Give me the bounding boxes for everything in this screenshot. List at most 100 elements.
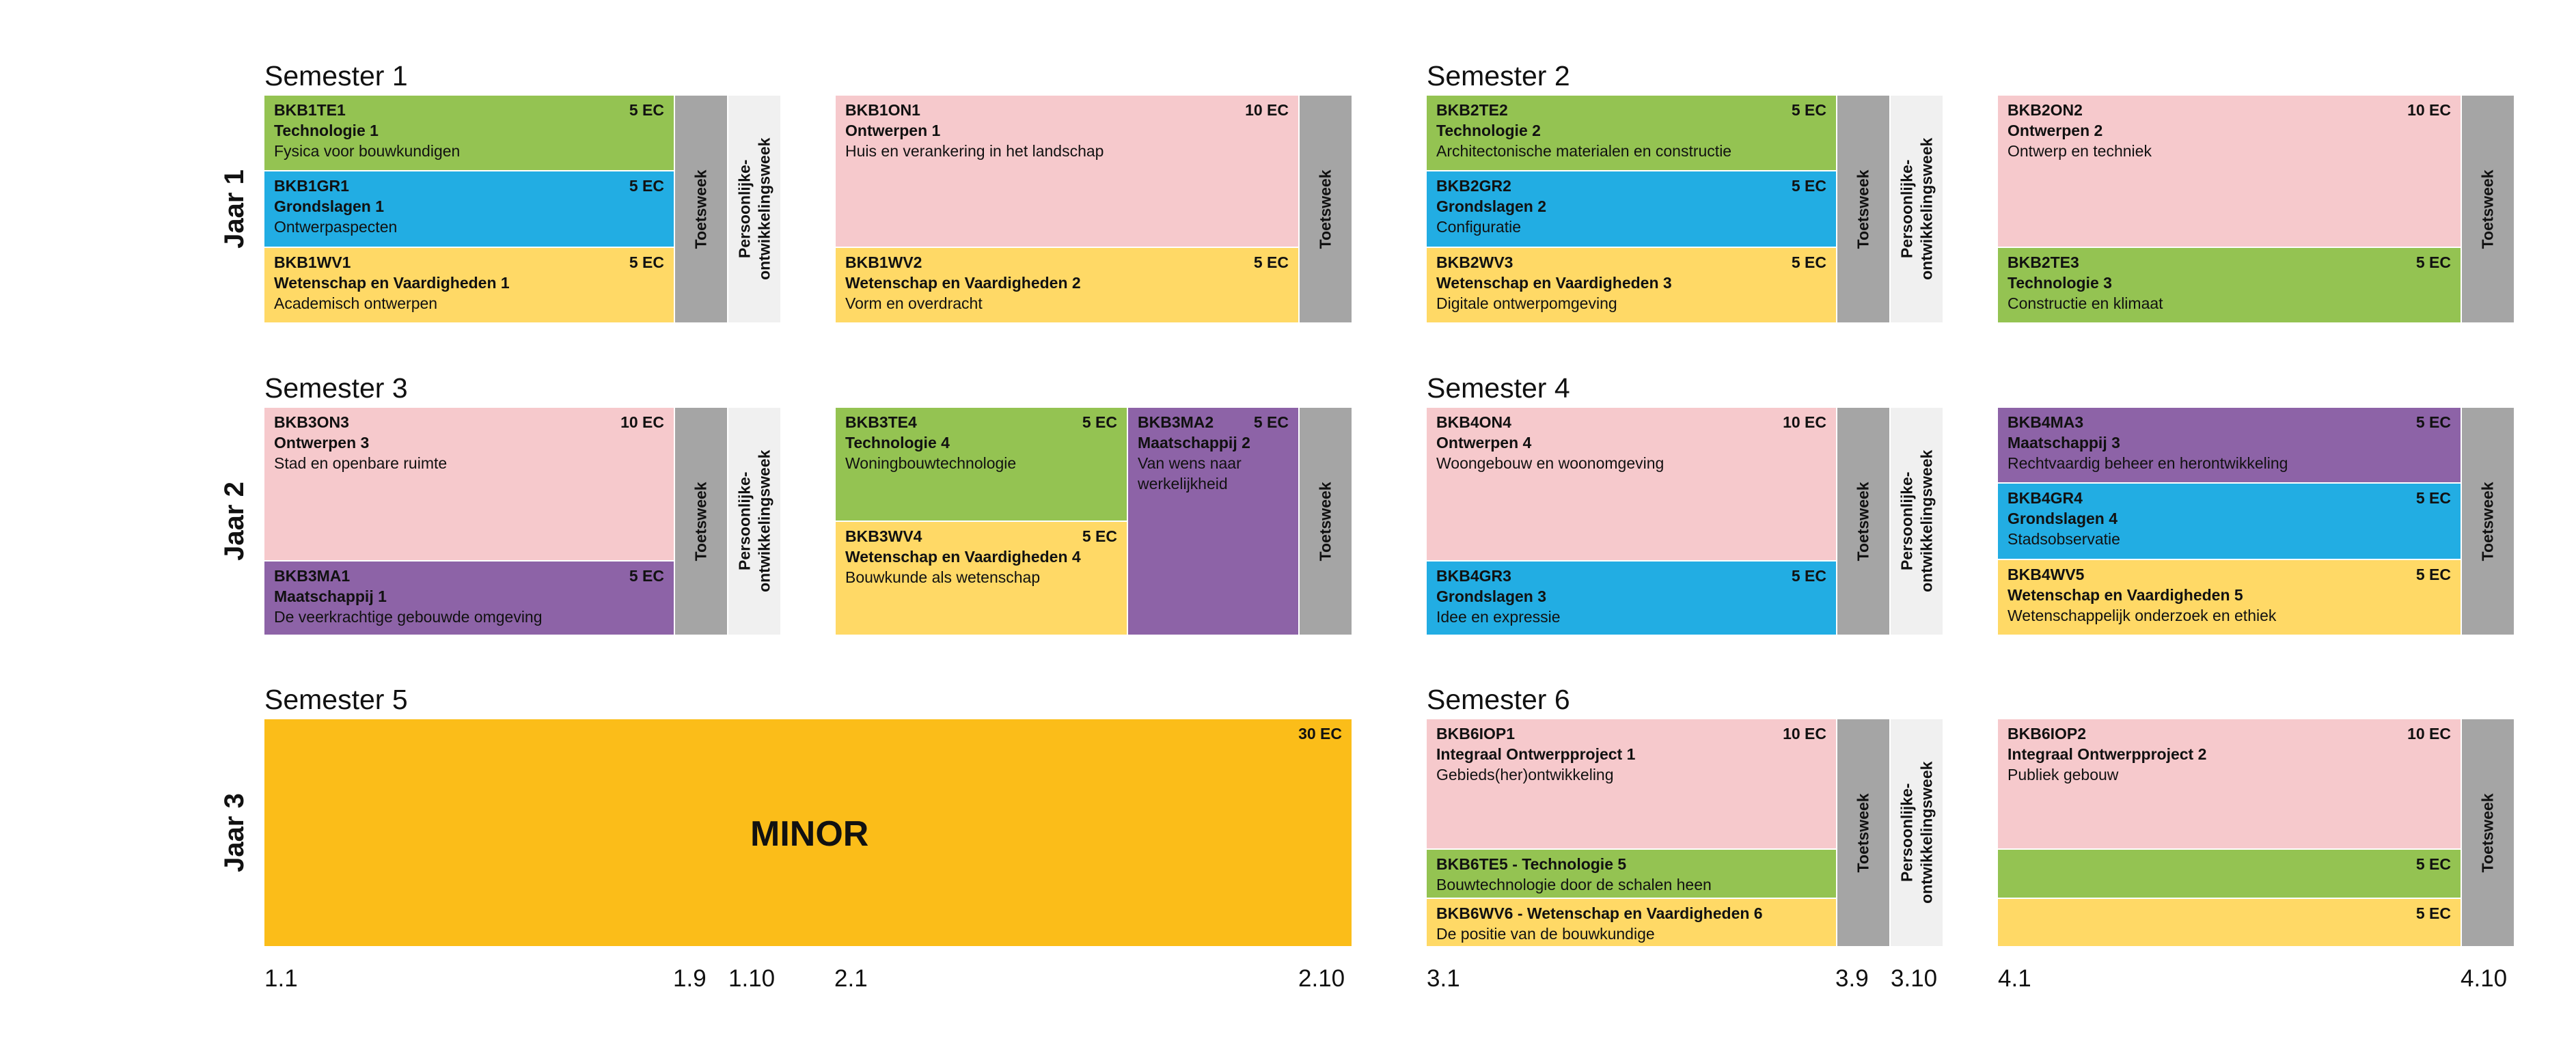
course-description: Digitale ontwerpomgeving	[1436, 294, 1617, 312]
course-block-bkb2te2[interactable]: BKB2TE2 Technologie 2 Architectonische m…	[1427, 96, 1836, 170]
course-block-bkb2on2[interactable]: BKB2ON2 Ontwerpen 2 Ontwerp en techniek …	[1998, 96, 2461, 247]
course-block-bkb6wv6[interactable]: BKB6WV6 - Wetenschap en Vaardigheden 6 D…	[1427, 899, 1836, 946]
course-description: Van wens naar werkelijkheid	[1138, 454, 1242, 493]
course-block-bkb2wv3[interactable]: BKB2WV3 Wetenschap en Vaardigheden 3 Dig…	[1427, 248, 1836, 322]
course-description: Publiek gebouw	[2008, 765, 2119, 783]
course-block-bkb3wv4[interactable]: BKB3WV4 Wetenschap en Vaardigheden 4 Bou…	[836, 522, 1127, 635]
course-block-bkb1wv1[interactable]: BKB1WV1 Wetenschap en Vaardigheden 1 Aca…	[264, 248, 674, 322]
ec-label: 10 EC	[1245, 101, 1289, 119]
toetsweek-block: Toetsweek	[1300, 408, 1352, 635]
ec-label: 5 EC	[1791, 253, 1826, 271]
semester-6-title: Semester 6	[1427, 684, 1570, 715]
course-block-bkb4wv5[interactable]: BKB4WV5 Wetenschap en Vaardigheden 5 Wet…	[1998, 560, 2461, 635]
ontwikkelingsweek-block: Persoonlijke-ontwikkelingsweek	[728, 408, 780, 635]
course-code: BKB4WV5	[2008, 566, 2085, 583]
course-description: Vorm en overdracht	[845, 294, 983, 312]
course-name: Wetenschap en Vaardigheden 3	[1436, 273, 1672, 292]
toetsweek-label: Toetsweek	[2478, 482, 2497, 561]
course-block-bkb6iop2[interactable]: BKB6IOP2 Integraal Ontwerpproject 2 Publ…	[1998, 719, 2461, 848]
course-name: Technologie 4	[845, 433, 950, 452]
course-description: Architectonische materialen en construct…	[1436, 141, 1732, 160]
toetsweek-label: Toetsweek	[1316, 169, 1334, 249]
toetsweek-label: Toetsweek	[1316, 482, 1334, 561]
ec-label: 10 EC	[620, 413, 664, 431]
course-code: BKB6IOP1	[1436, 725, 1516, 743]
course-name: Integraal Ontwerpproject 1	[1436, 745, 1636, 763]
ec-label: 10 EC	[1783, 413, 1826, 431]
course-block-unnamed-yellow[interactable]: 5 EC	[1998, 899, 2461, 946]
semester-1-title: Semester 1	[264, 60, 408, 92]
week-tick: 1.10	[728, 965, 776, 992]
course-block-bkb2gr2[interactable]: BKB2GR2 Grondslagen 2 Configuratie 5 EC	[1427, 171, 1836, 247]
course-block-bkb3ma2[interactable]: BKB3MA2 Maatschappij 2 Van wens naar wer…	[1128, 408, 1298, 635]
ec-label: 5 EC	[2415, 253, 2451, 271]
course-block-bkb1gr1[interactable]: BKB1GR1 Grondslagen 1 Ontwerpaspecten 5 …	[264, 171, 674, 247]
course-block-unnamed-green[interactable]: 5 EC	[1998, 850, 2461, 898]
ec-label: 5 EC	[1253, 413, 1289, 431]
toetsweek-label: Toetsweek	[1854, 169, 1872, 249]
course-block-bkb4on4[interactable]: BKB4ON4 Ontwerpen 4 Woongebouw en woonom…	[1427, 408, 1836, 560]
course-code: BKB3MA1	[274, 567, 351, 585]
course-name: Grondslagen 4	[2008, 509, 2118, 527]
ec-label: 5 EC	[629, 253, 664, 271]
toetsweek-block: Toetsweek	[675, 408, 727, 635]
course-block-bkb4ma3[interactable]: BKB4MA3 Maatschappij 3 Rechtvaardig behe…	[1998, 408, 2461, 482]
ec-label: 5 EC	[1791, 101, 1826, 119]
ec-label: 5 EC	[629, 567, 664, 585]
course-description: De veerkrachtige gebouwde omgeving	[274, 607, 543, 626]
course-description: Ontwerp en techniek	[2008, 141, 2152, 160]
course-code: BKB1TE1	[274, 101, 346, 119]
ec-label: 5 EC	[2415, 855, 2451, 873]
semester-3-title: Semester 3	[264, 372, 408, 404]
course-code: BKB2GR2	[1436, 177, 1511, 195]
course-block-bkb3ma1[interactable]: BKB3MA1 Maatschappij 1 De veerkrachtige …	[264, 561, 674, 635]
course-code: BKB3WV4	[845, 527, 922, 545]
minor-block[interactable]: 30 EC	[264, 719, 1352, 946]
course-block-bkb1on1[interactable]: BKB1ON1 Ontwerpen 1 Huis en verankering …	[836, 96, 1298, 247]
ontwikkelingsweek-label: Persoonlijke-ontwikkelingsweek	[735, 137, 773, 281]
course-block-bkb3te4[interactable]: BKB3TE4 Technologie 4 Woningbouwtechnolo…	[836, 408, 1127, 521]
course-code: BKB1ON1	[845, 101, 920, 119]
semester-5-title: Semester 5	[264, 684, 408, 715]
ec-label: 10 EC	[2407, 101, 2451, 119]
course-block-bkb4gr4[interactable]: BKB4GR4 Grondslagen 4 Stadsobservatie 5 …	[1998, 484, 2461, 559]
course-block-bkb3on3[interactable]: BKB3ON3 Ontwerpen 3 Stad en openbare rui…	[264, 408, 674, 560]
ec-label: 5 EC	[629, 101, 664, 119]
week-tick: 4.10	[2461, 965, 2508, 992]
course-title: BKB6TE5 - Technologie 5	[1436, 855, 1627, 873]
course-block-bkb2te3[interactable]: BKB2TE3 Technologie 3 Constructie en kli…	[1998, 248, 2461, 322]
course-name: Technologie 3	[2008, 273, 2112, 292]
ec-label: 10 EC	[2407, 725, 2451, 743]
course-description: Bouwkunde als wetenschap	[845, 568, 1041, 586]
course-name: Maatschappij 3	[2008, 433, 2120, 452]
semester-4-title: Semester 4	[1427, 372, 1570, 404]
course-code: BKB2ON2	[2008, 101, 2083, 119]
course-description: Stadsobservatie	[2008, 529, 2120, 548]
semester-2-title: Semester 2	[1427, 60, 1570, 92]
ontwikkelingsweek-block: Persoonlijke-ontwikkelingsweek	[1891, 408, 1943, 635]
week-tick: 1.1	[264, 965, 298, 992]
course-code: BKB4ON4	[1436, 413, 1511, 431]
course-code: BKB2TE3	[2008, 253, 2079, 271]
course-block-bkb6iop1[interactable]: BKB6IOP1 Integraal Ontwerpproject 1 Gebi…	[1427, 719, 1836, 848]
course-block-bkb1te1[interactable]: BKB1TE1 Technologie 1 Fysica voor bouwku…	[264, 96, 674, 170]
course-block-bkb6te5[interactable]: BKB6TE5 - Technologie 5 Bouwtechnologie …	[1427, 850, 1836, 898]
toetsweek-block: Toetsweek	[1837, 719, 1889, 946]
course-description: Rechtvaardig beheer en herontwikkeling	[2008, 454, 2288, 472]
course-description: Woningbouwtechnologie	[845, 454, 1017, 472]
course-description: Ontwerpaspecten	[274, 217, 398, 236]
course-name: Ontwerpen 3	[274, 433, 370, 452]
course-name: Grondslagen 1	[274, 197, 385, 215]
course-block-bkb1wv2[interactable]: BKB1WV2 Wetenschap en Vaardigheden 2 Vor…	[836, 248, 1298, 322]
toetsweek-label: Toetsweek	[1854, 482, 1872, 561]
ec-label: 5 EC	[1791, 177, 1826, 195]
course-block-bkb4gr3[interactable]: BKB4GR3 Grondslagen 3 Idee en expressie …	[1427, 561, 1836, 635]
ec-label: 5 EC	[1253, 253, 1289, 271]
course-name: Technologie 1	[274, 121, 379, 139]
year-2-label: Jaar 2	[219, 482, 249, 561]
week-tick: 2.1	[834, 965, 868, 992]
course-name: Integraal Ontwerpproject 2	[2008, 745, 2207, 763]
course-name: Wetenschap en Vaardigheden 1	[274, 273, 510, 292]
course-description: Idee en expressie	[1436, 607, 1561, 626]
ontwikkelingsweek-block: Persoonlijke-ontwikkelingsweek	[728, 96, 780, 322]
